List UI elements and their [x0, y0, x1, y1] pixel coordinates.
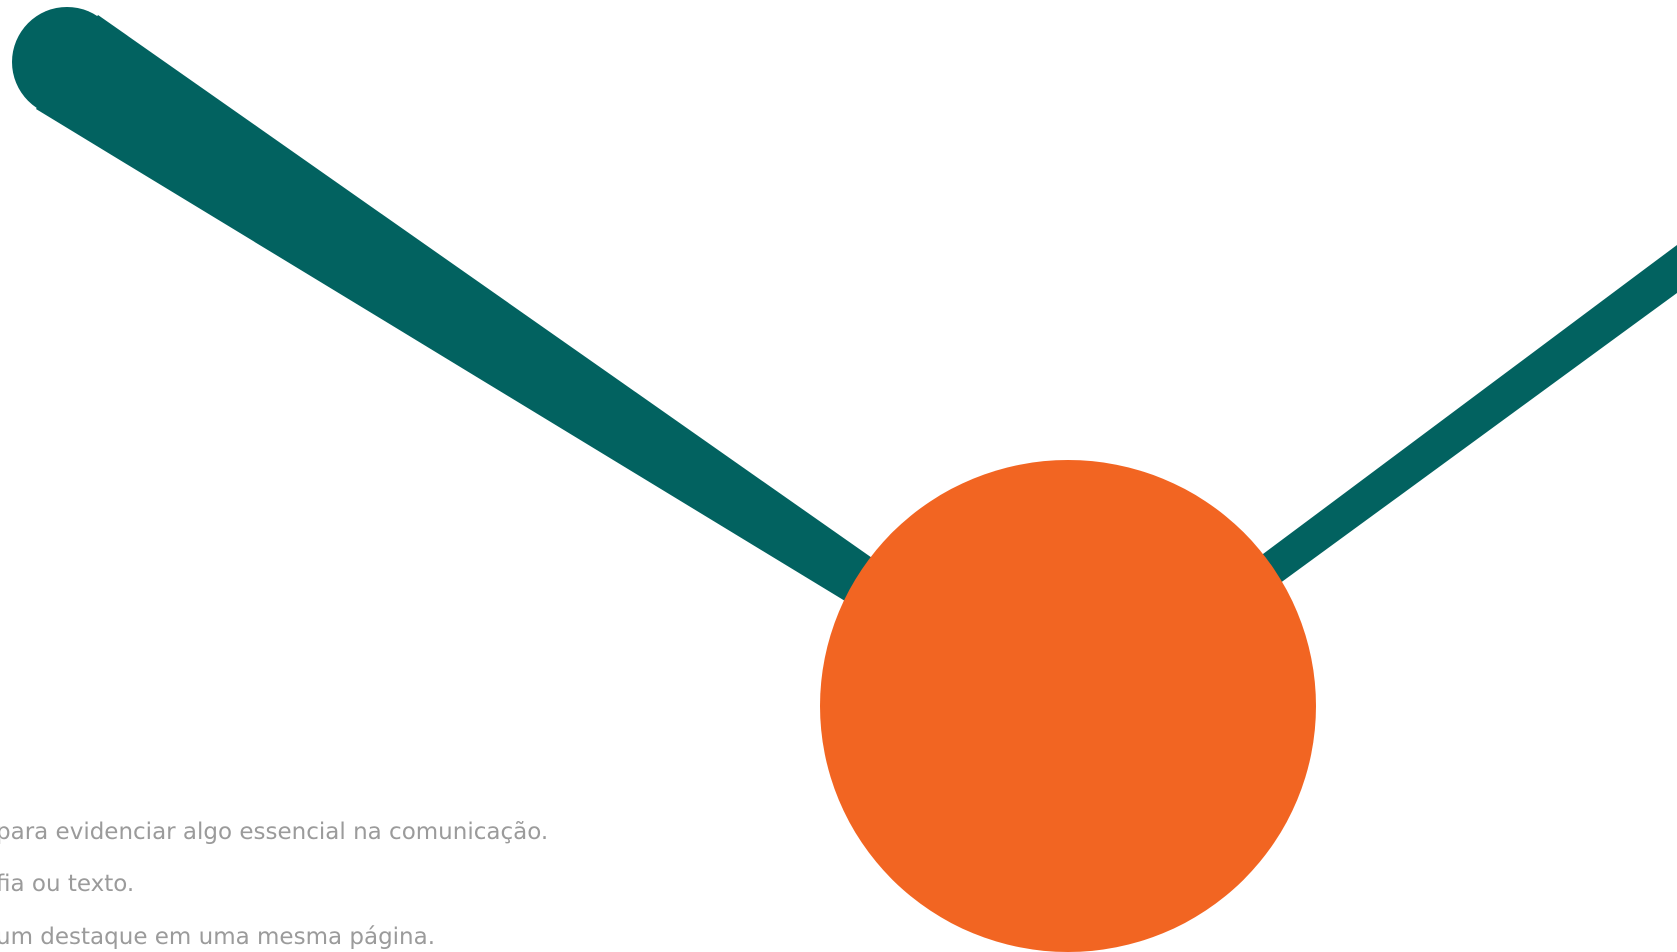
left-teal-bar: [36, 15, 875, 618]
text-line-3: um destaque em uma mesma página.: [0, 924, 436, 950]
left-teal-bar-cap: [12, 7, 122, 117]
text-line-1: para evidenciar algo essencial na comuni…: [0, 819, 549, 845]
right-teal-bar: [1255, 245, 1677, 592]
orange-circle: [820, 460, 1316, 952]
text-line-2: fia ou texto.: [0, 871, 135, 897]
